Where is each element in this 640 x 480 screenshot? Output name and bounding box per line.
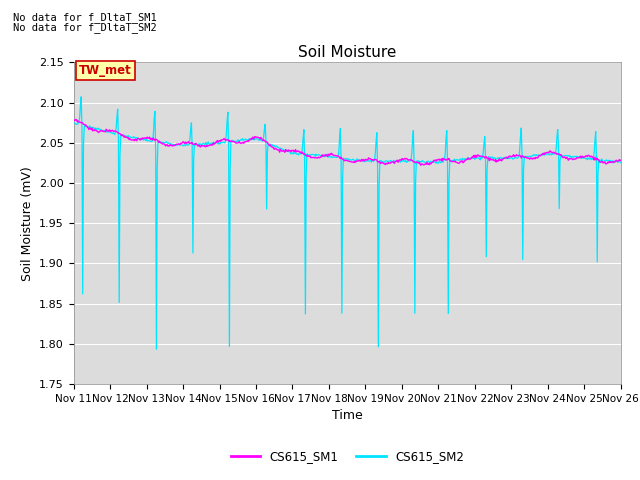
CS615_SM1 xyxy=(447,158,455,164)
Y-axis label: Soil Moisture (mV): Soil Moisture (mV) xyxy=(20,166,33,281)
CS615_SM1 xyxy=(617,157,625,163)
CS615_SM1 xyxy=(417,162,425,168)
CS615_SM2 xyxy=(152,347,160,352)
Legend: CS615_SM1, CS615_SM2: CS615_SM1, CS615_SM2 xyxy=(226,446,468,468)
CS615_SM2 xyxy=(77,94,85,100)
CS615_SM1 xyxy=(191,142,198,147)
CS615_SM1 xyxy=(214,139,222,145)
CS615_SM2 xyxy=(340,156,348,162)
Title: Soil Moisture: Soil Moisture xyxy=(298,45,396,60)
CS615_SM1 xyxy=(393,158,401,164)
CS615_SM1 xyxy=(340,156,348,162)
X-axis label: Time: Time xyxy=(332,409,363,422)
CS615_SM1 xyxy=(70,117,77,122)
CS615_SM2 xyxy=(215,139,223,145)
Text: No data for f_DltaT_SM1: No data for f_DltaT_SM1 xyxy=(13,12,157,23)
CS615_SM2 xyxy=(191,142,199,148)
CS615_SM2 xyxy=(568,154,576,159)
Text: No data for f_DltaT_SM2: No data for f_DltaT_SM2 xyxy=(13,22,157,33)
CS615_SM2 xyxy=(394,158,401,164)
Text: TW_met: TW_met xyxy=(79,64,132,77)
CS615_SM1 xyxy=(72,117,80,122)
Line: CS615_SM2: CS615_SM2 xyxy=(74,97,621,349)
CS615_SM1 xyxy=(568,156,576,162)
CS615_SM2 xyxy=(617,160,625,166)
CS615_SM2 xyxy=(447,158,455,164)
Line: CS615_SM1: CS615_SM1 xyxy=(74,120,621,165)
CS615_SM2 xyxy=(70,120,77,126)
